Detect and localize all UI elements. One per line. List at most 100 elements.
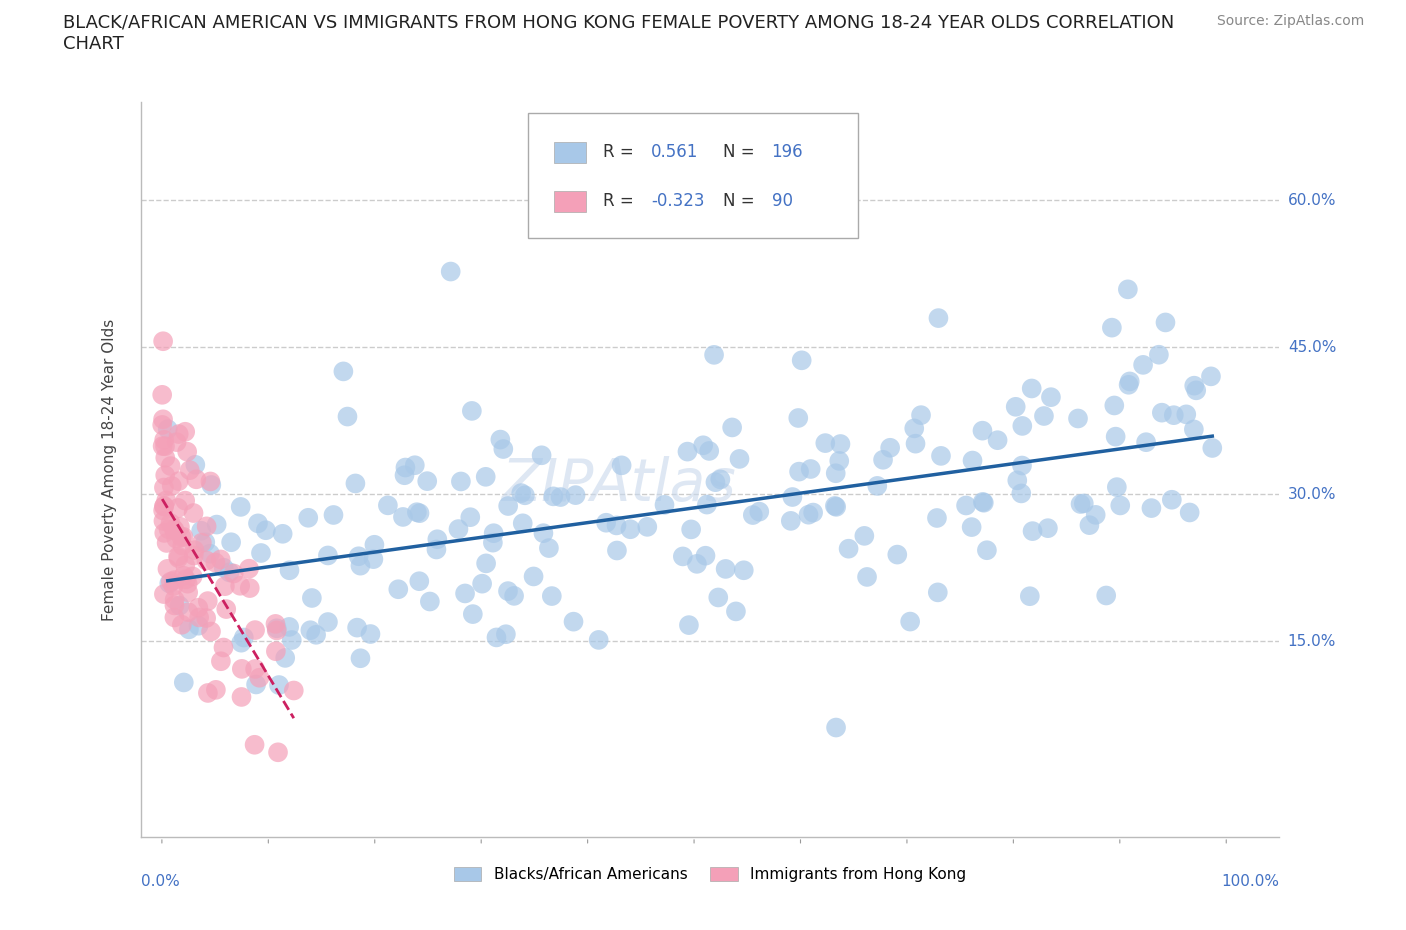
Point <box>496 584 519 599</box>
Point <box>1101 320 1123 335</box>
Point <box>155 450 177 465</box>
Point <box>363 538 385 552</box>
Point <box>879 440 901 455</box>
Point <box>349 651 371 666</box>
Point <box>264 617 287 631</box>
Point <box>267 745 290 760</box>
Point <box>496 498 519 513</box>
Point <box>156 421 179 436</box>
Point <box>454 586 477 601</box>
Point <box>458 510 481 525</box>
Point <box>1039 390 1062 405</box>
Point <box>209 552 232 567</box>
Point <box>163 598 186 613</box>
Point <box>264 644 287 658</box>
Point <box>425 542 447 557</box>
Point <box>910 407 932 422</box>
Point <box>672 549 695 564</box>
Point <box>170 618 193 632</box>
Point <box>187 618 209 633</box>
Point <box>232 631 254 645</box>
Point <box>167 500 190 515</box>
Point <box>204 555 226 570</box>
Point <box>960 520 983 535</box>
Point <box>1178 505 1201 520</box>
Point <box>787 464 810 479</box>
Point <box>243 661 266 676</box>
Point <box>267 678 290 693</box>
Point <box>156 562 179 577</box>
Point <box>1199 369 1222 384</box>
Point <box>195 553 218 568</box>
Point <box>153 499 176 514</box>
FancyBboxPatch shape <box>527 113 858 238</box>
Point <box>152 503 174 518</box>
Text: N =: N = <box>723 143 759 161</box>
Point <box>408 506 430 521</box>
Point <box>550 489 572 504</box>
Point <box>1070 497 1092 512</box>
Point <box>1010 486 1032 501</box>
Point <box>266 623 288 638</box>
Point <box>825 499 848 514</box>
Point <box>872 452 894 467</box>
Point <box>927 311 949 325</box>
Point <box>346 620 368 635</box>
Point <box>278 563 301 578</box>
Point <box>1140 500 1163 515</box>
Point <box>212 640 235 655</box>
Text: ZIPAtlas: ZIPAtlas <box>502 456 737 512</box>
Point <box>153 432 176 447</box>
Point <box>904 436 927 451</box>
Point <box>218 565 240 579</box>
Point <box>155 536 177 551</box>
Point <box>222 566 245 581</box>
Point <box>1201 441 1223 456</box>
Point <box>512 516 534 531</box>
Point <box>522 569 544 584</box>
Point <box>404 458 426 472</box>
Point <box>987 432 1010 447</box>
Point <box>489 432 512 447</box>
Text: CHART: CHART <box>63 35 124 53</box>
Point <box>1084 508 1107 523</box>
Point <box>238 561 260 576</box>
Point <box>405 505 427 520</box>
Point <box>903 421 925 436</box>
Point <box>1175 407 1198 422</box>
Point <box>205 517 228 532</box>
Point <box>163 523 186 538</box>
Point <box>200 624 222 639</box>
Point <box>169 519 191 534</box>
Point <box>197 685 219 700</box>
Point <box>1007 473 1029 488</box>
Point <box>229 499 252 514</box>
Text: 196: 196 <box>772 143 803 161</box>
Point <box>163 573 186 588</box>
Point <box>215 602 238 617</box>
Point <box>246 516 269 531</box>
Point <box>1118 378 1140 392</box>
Point <box>853 528 876 543</box>
Point <box>167 549 190 564</box>
Point <box>1021 524 1043 538</box>
Point <box>1004 399 1026 414</box>
Point <box>676 445 699 459</box>
Point <box>1073 496 1095 511</box>
Point <box>450 474 472 489</box>
Point <box>183 543 205 558</box>
Point <box>163 523 186 538</box>
Point <box>1109 498 1132 512</box>
Point <box>416 473 439 488</box>
Point <box>686 556 709 571</box>
Point <box>1095 588 1118 603</box>
Point <box>283 683 305 698</box>
Point <box>510 485 533 500</box>
Point <box>209 654 232 669</box>
Point <box>886 547 908 562</box>
Text: 15.0%: 15.0% <box>1288 633 1336 648</box>
Point <box>707 590 730 604</box>
Point <box>790 352 813 367</box>
Point <box>347 549 370 564</box>
Point <box>474 470 496 485</box>
